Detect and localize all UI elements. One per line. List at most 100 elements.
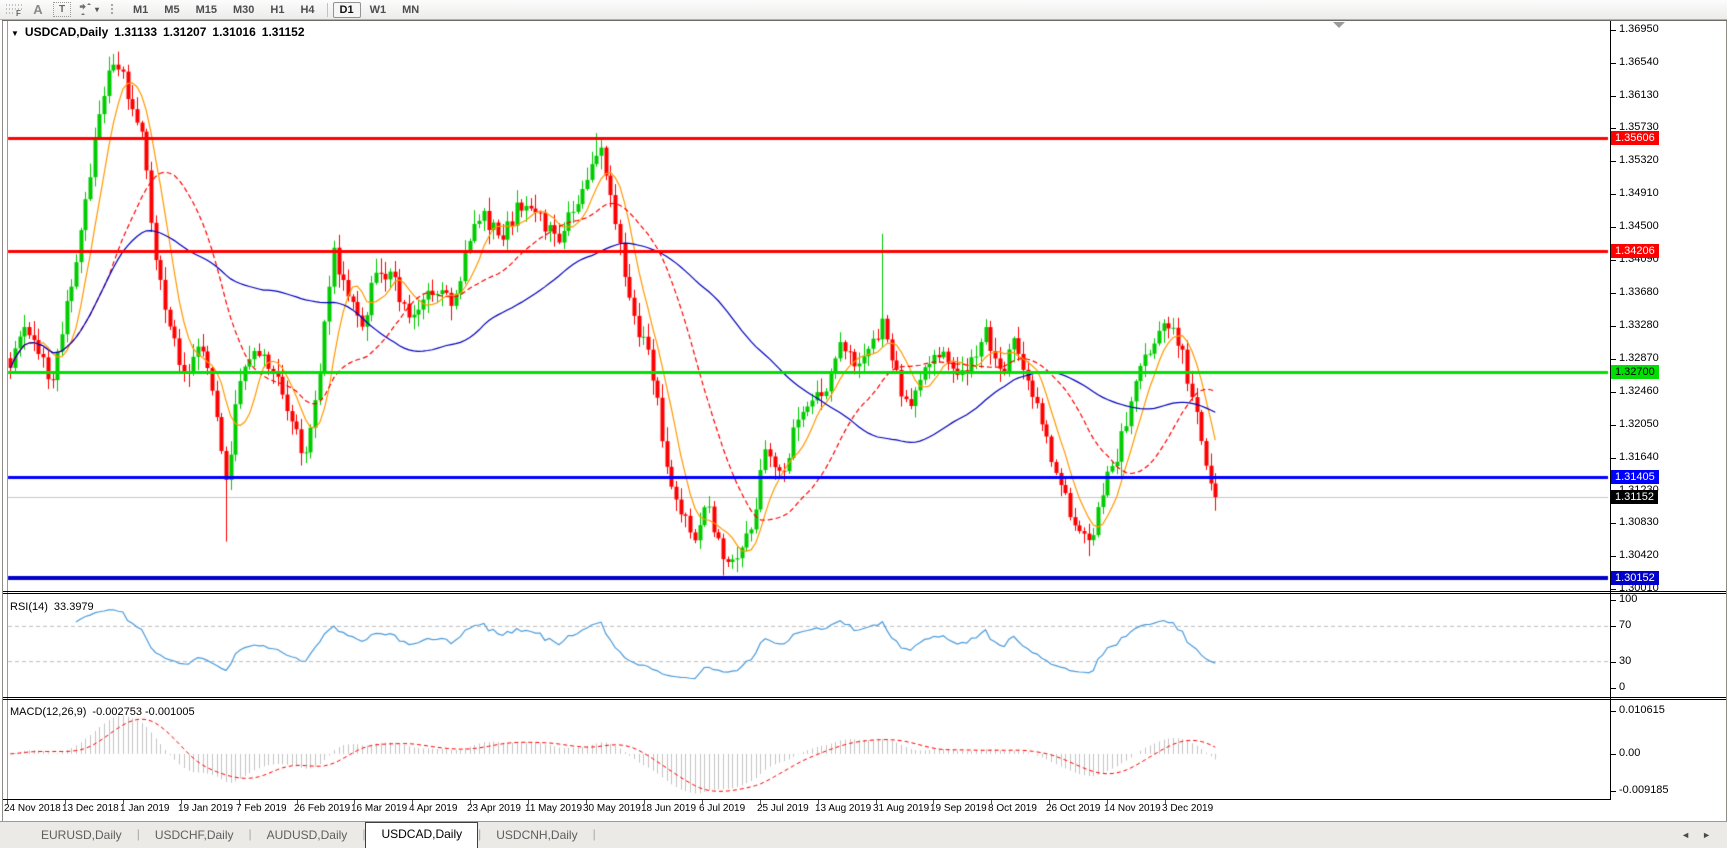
text-tool-icon: T bbox=[58, 4, 66, 15]
rsi-separator-bottom bbox=[3, 593, 1726, 594]
date-axis-label: 3 Dec 2019 bbox=[1162, 803, 1214, 814]
price-axis-tick-tickmark bbox=[1611, 260, 1616, 261]
tab-separator: | bbox=[248, 827, 252, 841]
timeframe-button-h4[interactable]: H4 bbox=[300, 3, 315, 16]
price-axis-tick-tickmark bbox=[1611, 458, 1616, 459]
date-axis-label: 19 Jan 2019 bbox=[178, 803, 234, 814]
date-axis-label: 16 Mar 2019 bbox=[351, 803, 408, 814]
date-axis-tickmark bbox=[1049, 800, 1050, 804]
price-level-label: 1.30152 bbox=[1611, 571, 1659, 585]
timeframe-button-h1[interactable]: H1 bbox=[270, 3, 285, 16]
timeframe-button-mn[interactable]: MN bbox=[402, 3, 420, 16]
date-axis-tickmark bbox=[1107, 800, 1108, 804]
price-axis-tick-tickmark bbox=[1611, 392, 1616, 393]
price-axis-tick: 1.35730 bbox=[1619, 121, 1659, 133]
price-axis-tick: 1.32460 bbox=[1619, 385, 1659, 397]
timeframe-button-w1[interactable]: W1 bbox=[369, 3, 387, 16]
price-axis-tick: 1.31640 bbox=[1619, 451, 1659, 463]
timeframe-button-m1[interactable]: M1 bbox=[133, 3, 149, 16]
price-axis-tick-tickmark bbox=[1611, 523, 1616, 524]
tab-scroll-right-icon[interactable]: ► bbox=[1702, 830, 1711, 840]
text-label-tool-button[interactable]: A bbox=[33, 2, 43, 17]
chart-shift-marker[interactable] bbox=[1333, 22, 1345, 28]
dropdown-caret-icon[interactable]: ▾ bbox=[95, 5, 100, 14]
rsi-indicator-value: 33.3979 bbox=[53, 601, 94, 613]
date-axis-label: 13 Aug 2019 bbox=[815, 803, 872, 814]
price-level-label: 1.32700 bbox=[1611, 365, 1659, 379]
date-axis-tickmark bbox=[65, 800, 66, 804]
date-axis-tickmark bbox=[1165, 800, 1166, 804]
price-level-label: 1.35606 bbox=[1611, 131, 1659, 145]
arrows-tool-button[interactable]: ▾ bbox=[78, 2, 99, 18]
price-axis-tick: 1.35320 bbox=[1619, 154, 1659, 166]
price-axis-tick-tickmark bbox=[1611, 194, 1616, 195]
price-axis-tick: 1.33280 bbox=[1619, 319, 1659, 331]
price-level-label: 1.31405 bbox=[1611, 470, 1659, 484]
toolbar: F A T ▾ M1 M5 M15 M30 H1 H4 D1 W1 MN bbox=[0, 0, 1727, 20]
timeframe-button-d1[interactable]: D1 bbox=[332, 1, 361, 18]
fibonacci-tool-icon: F bbox=[6, 4, 22, 17]
text-tool-button[interactable]: T bbox=[53, 2, 71, 17]
macd-axis-tick: -0.009185 bbox=[1619, 784, 1669, 796]
rsi-separator-top bbox=[3, 591, 1726, 592]
timeframe-button-m5[interactable]: M5 bbox=[164, 3, 180, 16]
price-axis-tick-tickmark bbox=[1611, 589, 1616, 590]
date-axis-line bbox=[3, 799, 1611, 800]
macd-separator-top bbox=[3, 697, 1726, 698]
price-axis-tick-tickmark bbox=[1611, 425, 1616, 426]
plot-left-border bbox=[7, 21, 8, 800]
date-axis-tickmark bbox=[354, 800, 355, 804]
timeframe-button-m15[interactable]: M15 bbox=[195, 3, 217, 16]
macd-indicator-name: MACD(12,26,9) bbox=[10, 706, 87, 718]
date-axis-label: 4 Apr 2019 bbox=[409, 803, 458, 814]
tab-usdcnh[interactable]: USDCNH,Daily bbox=[496, 828, 578, 842]
arrows-tool-icon bbox=[79, 3, 91, 15]
price-level-label: 1.34206 bbox=[1611, 244, 1659, 258]
timeframe-button-m30[interactable]: M30 bbox=[232, 3, 255, 16]
date-axis-label: 7 Feb 2019 bbox=[236, 803, 287, 814]
date-axis-label: 24 Nov 2018 bbox=[4, 803, 61, 814]
price-open: 1.31133 bbox=[114, 25, 157, 39]
date-axis-tickmark bbox=[644, 800, 645, 804]
tab-usdcad[interactable]: USDCAD,Daily bbox=[365, 822, 479, 848]
toolbar-grip[interactable] bbox=[110, 3, 116, 16]
timeframe-group: M1 M5 M15 M30 H1 H4 D1 W1 MN bbox=[126, 1, 426, 18]
date-axis-label: 26 Feb 2019 bbox=[294, 803, 351, 814]
date-axis-label: 13 Dec 2018 bbox=[62, 803, 119, 814]
tab-eurusd[interactable]: EURUSD,Daily bbox=[41, 828, 122, 842]
macd-axis-tick-tickmark bbox=[1611, 711, 1616, 712]
date-axis-tickmark bbox=[412, 800, 413, 804]
tab-scroll-arrows: ◄ ► bbox=[1681, 830, 1711, 840]
macd-separator-bottom bbox=[3, 699, 1726, 700]
price-axis-tick-tickmark bbox=[1611, 227, 1616, 228]
price-axis-tick-tickmark bbox=[1611, 326, 1616, 327]
price-axis-tick: 1.32050 bbox=[1619, 418, 1659, 430]
price-axis-tick-tickmark bbox=[1611, 30, 1616, 31]
date-axis-tickmark bbox=[528, 800, 529, 804]
price-axis-tick: 1.36130 bbox=[1619, 89, 1659, 101]
tab-audusd[interactable]: AUDUSD,Daily bbox=[266, 828, 348, 842]
tab-usdchf[interactable]: USDCHF,Daily bbox=[154, 828, 234, 842]
date-axis-tickmark bbox=[818, 800, 819, 804]
date-axis-tickmark bbox=[181, 800, 182, 804]
price-axis-line bbox=[1610, 21, 1611, 800]
price-axis-tick: 1.30010 bbox=[1619, 582, 1659, 594]
date-axis-label: 8 Oct 2019 bbox=[988, 803, 1037, 814]
date-axis-label: 1 Jan 2019 bbox=[120, 803, 170, 814]
svg-text:F: F bbox=[16, 9, 21, 17]
symbol-label: USDCAD,Daily bbox=[24, 25, 109, 39]
date-axis-tickmark bbox=[876, 800, 877, 804]
date-axis-label: 18 Jun 2019 bbox=[641, 803, 697, 814]
symbol-tabs: EURUSD,Daily | USDCHF,Daily | AUDUSD,Daily | U… bbox=[26, 822, 596, 848]
symbol-tab-bar: EURUSD,Daily | USDCHF,Daily | AUDUSD,Daily | U… bbox=[0, 821, 1727, 848]
price-axis-tick: 1.32870 bbox=[1619, 352, 1659, 364]
date-axis-tickmark bbox=[586, 800, 587, 804]
price-axis-tick-tickmark bbox=[1611, 96, 1616, 97]
date-axis-tickmark bbox=[702, 800, 703, 804]
tab-scroll-left-icon[interactable]: ◄ bbox=[1681, 830, 1691, 840]
rsi-axis-tick: 100 bbox=[1619, 593, 1638, 605]
fibonacci-tool-button[interactable]: F bbox=[5, 2, 23, 18]
symbol-dropdown-icon[interactable]: ▼ bbox=[11, 28, 19, 38]
